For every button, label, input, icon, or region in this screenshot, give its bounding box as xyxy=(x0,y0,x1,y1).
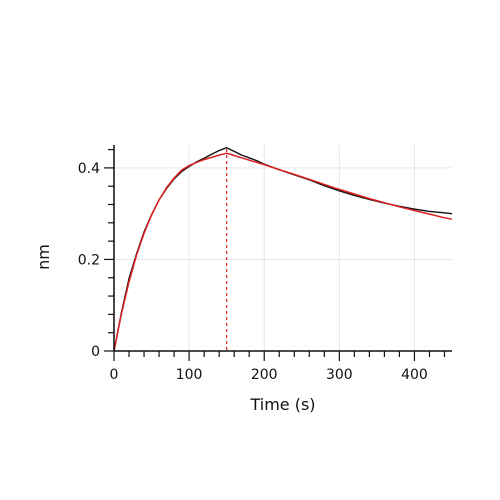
x-axis-label: Time (s) xyxy=(249,395,315,414)
fit-series-line xyxy=(113,152,453,352)
y-axis-label: nm xyxy=(34,244,53,270)
axes: 0 100 200 300 400 0 0.2 0.4 xyxy=(78,145,452,383)
x-tick-label: 400 xyxy=(401,367,428,383)
x-tick-label: 0 xyxy=(110,367,119,383)
y-tick-label: 0.4 xyxy=(78,161,100,177)
series-layer xyxy=(113,146,453,352)
x-tick-label: 200 xyxy=(251,367,278,383)
x-tick-label: 100 xyxy=(176,367,203,383)
y-tick-label: 0.2 xyxy=(78,252,100,268)
grid xyxy=(114,145,452,351)
measured-series-line xyxy=(113,146,453,352)
y-tick-label: 0 xyxy=(91,344,100,360)
vertical-markers xyxy=(113,149,228,351)
x-tick-label: 300 xyxy=(326,367,353,383)
